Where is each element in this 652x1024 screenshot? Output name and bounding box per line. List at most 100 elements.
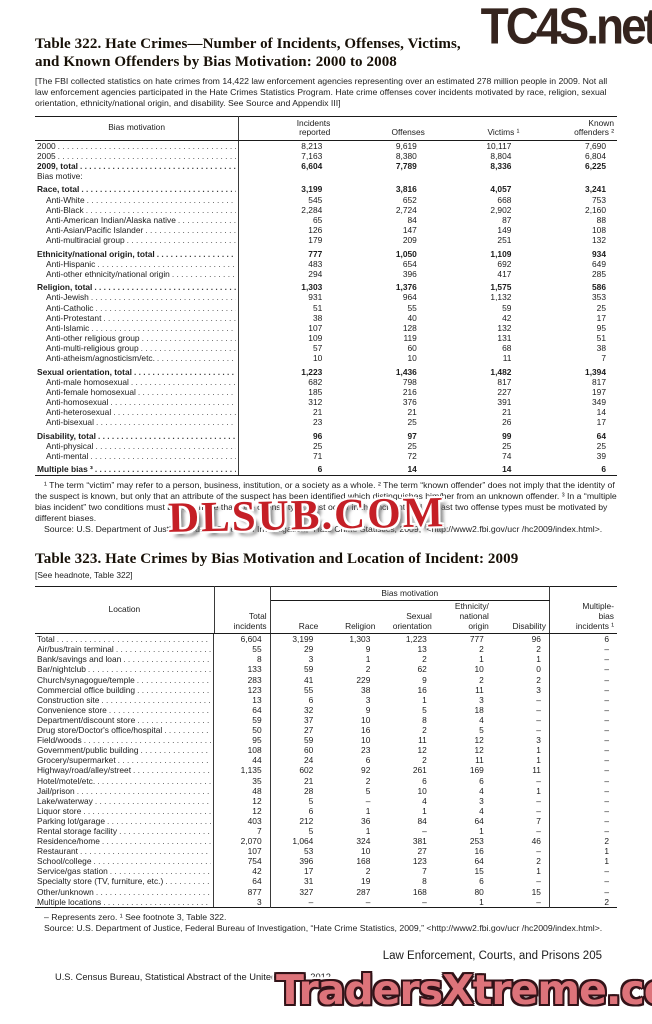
cell: 37 <box>304 714 314 725</box>
cell: 21 <box>312 406 323 417</box>
cell: 40 <box>407 312 417 323</box>
cell: 7 <box>214 825 271 837</box>
cell: 32 <box>304 704 314 715</box>
leader-dots <box>80 846 211 856</box>
leader-dots <box>87 195 236 205</box>
table323-header: Location Total incidents Bias motivation… <box>35 586 617 635</box>
cell: 964 <box>402 292 417 303</box>
cell: 6 <box>317 464 323 475</box>
cell: 1 <box>491 866 550 877</box>
cell: 2 <box>604 836 609 847</box>
cell: 12 <box>214 805 271 816</box>
cell: – <box>491 714 550 726</box>
cell: 1,132 <box>490 292 512 303</box>
cell: – <box>365 795 371 806</box>
table322-header: Bias motivation Incidents reported Offen… <box>35 116 617 141</box>
leader-dots <box>103 897 211 907</box>
table-row: Anti-American Indian/Alaska native 65 84 87… <box>35 214 617 225</box>
cell: 38 <box>596 342 606 353</box>
cell: 59 <box>304 664 314 675</box>
table-row: Rental storage facility751–1–– <box>35 825 617 837</box>
cell: – <box>604 866 609 877</box>
cell: 149 <box>497 224 512 235</box>
leader-dots <box>172 269 236 279</box>
cell: 27 <box>417 846 427 857</box>
cell: 1,303 <box>349 634 371 645</box>
cell: 64 <box>596 430 606 441</box>
leader-dots <box>137 675 211 685</box>
row-label: Church/synagogue/temple <box>35 674 215 685</box>
table322-footnotes: ¹ The term “victim” may refer to a perso… <box>35 480 617 535</box>
cell: 10 <box>312 352 323 363</box>
cell: – <box>604 714 609 725</box>
cell: 10 <box>407 352 417 363</box>
cell: 253 <box>469 836 484 847</box>
cell: 17 <box>596 417 606 428</box>
table-row: Disability, total 96 97 99 64 <box>35 427 617 441</box>
cell: 128 <box>402 322 417 333</box>
cell: 668 <box>497 194 512 205</box>
cell: 403 <box>214 815 271 826</box>
cell <box>522 171 617 181</box>
cell: – <box>604 805 609 816</box>
cell: 682 <box>308 376 323 387</box>
leader-dots <box>133 765 211 775</box>
table-row: Anti-White 545 652 668 753 <box>35 194 617 205</box>
cell: 2,902 <box>490 204 512 215</box>
row-label: 2005 <box>35 150 239 161</box>
cell: 5 <box>308 825 314 836</box>
cell: 2 <box>604 896 609 907</box>
cell: 2 <box>479 644 484 655</box>
leader-dots <box>96 887 211 897</box>
cell: 2 <box>365 866 371 877</box>
cell: 376 <box>402 396 417 407</box>
row-label: Highway/road/alley/street <box>35 765 215 776</box>
cell: 798 <box>402 376 417 387</box>
table-row: Department/discount store59371084–– <box>35 714 617 726</box>
cell: 27 <box>304 725 314 736</box>
col-known-offenders: Known offenders ² <box>522 116 617 141</box>
cell: 3,199 <box>292 634 314 645</box>
cell: 197 <box>592 386 606 397</box>
leader-dots <box>86 205 236 215</box>
leader-dots <box>83 806 211 816</box>
row-label: Anti-Islamic <box>35 322 239 333</box>
cell: 327 <box>299 886 314 897</box>
cell: 1 <box>491 785 550 796</box>
col-sexual-orientation: Sexual orientation <box>378 600 435 635</box>
cell: 44 <box>214 755 271 766</box>
cell: 53 <box>304 846 314 857</box>
cell: – <box>491 795 550 806</box>
table-row: Anti-other ethnicity/national origin 294 3… <box>35 268 617 279</box>
cell: 55 <box>304 684 314 695</box>
cell: 21 <box>502 406 512 417</box>
cell: 349 <box>592 396 606 407</box>
leader-dots <box>113 407 236 417</box>
cell: 65 <box>312 214 323 225</box>
row-label: Anti-Protestant <box>35 312 239 323</box>
cell: 10,117 <box>486 140 512 151</box>
table323-header-row2: Race Religion Sexual orientation Ethnici… <box>35 600 617 635</box>
row-label: Bias motive: <box>35 170 239 181</box>
cell: 2 <box>479 674 484 685</box>
table-row: Anti-Asian/Pacific Islander 126 147 149 108 <box>35 224 617 235</box>
cell: 1 <box>365 805 371 816</box>
table-row: Construction site136313–– <box>35 694 617 705</box>
row-label: Parking lot/garage <box>35 815 215 826</box>
cell: 60 <box>304 745 314 756</box>
cell: 12 <box>474 745 484 756</box>
table-row: Church/synagogue/temple283 41 229 9 22 – <box>35 674 617 685</box>
row-label: Rental storage facility <box>35 825 215 837</box>
row-label: Liquor store <box>35 805 215 816</box>
table-row: Multiple locations3–––1–2 <box>35 896 617 908</box>
row-label: Specialty store (TV, furniture, etc.) <box>35 876 215 887</box>
row-label: School/college <box>35 856 215 867</box>
table-row: Commercial office building123 55 38 16 11 3 – <box>35 684 617 695</box>
row-label: Grocery/supermarket <box>35 755 215 766</box>
cell: – <box>604 694 609 705</box>
table-row: 2000 8,213 9,619 10,117 7,690 <box>35 140 617 151</box>
cell: 8,213 <box>301 140 323 151</box>
cell: 2 <box>365 664 371 675</box>
cell: 7,163 <box>301 150 323 161</box>
